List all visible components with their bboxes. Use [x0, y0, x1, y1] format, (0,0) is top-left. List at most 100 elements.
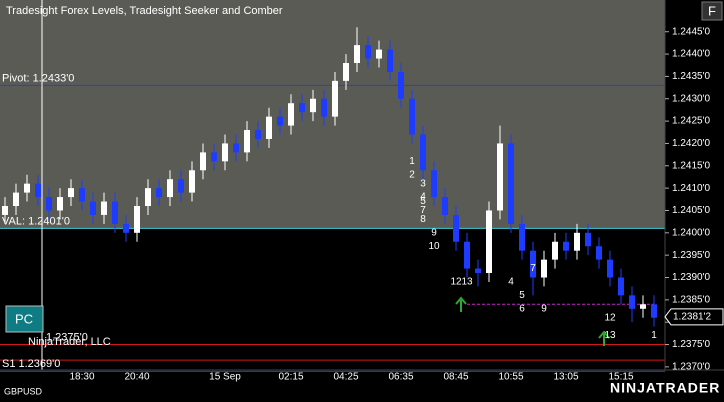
candle-body	[101, 201, 107, 215]
candle-body	[299, 103, 305, 113]
y-tick-label: 1.2415'0	[672, 160, 710, 171]
y-tick-label: 1.2440'0	[672, 49, 710, 60]
candle-body	[68, 188, 74, 198]
y-tick-label: 1.2375'0	[672, 339, 710, 350]
candle-body	[431, 170, 437, 198]
candle-body	[46, 197, 52, 211]
candle-body	[332, 80, 338, 117]
candle-body	[442, 197, 448, 215]
x-tick-label: 13:05	[553, 372, 578, 383]
count-label: 13	[604, 330, 616, 341]
candle-body	[244, 130, 250, 153]
chart-title: Tradesight Forex Levels, Tradesight Seek…	[6, 5, 283, 17]
candle-body	[277, 116, 283, 126]
candle-body	[365, 45, 371, 59]
candle-body	[409, 98, 415, 135]
watermark: NINJATRADER	[610, 380, 720, 396]
candle-body	[607, 259, 613, 278]
y-tick-label: 1.2395'0	[672, 250, 710, 261]
f-label[interactable]: F	[708, 3, 716, 18]
candle-body	[486, 210, 492, 274]
candle-body	[233, 143, 239, 153]
level-label: 1.2375'0	[46, 331, 88, 343]
candle-body	[79, 188, 85, 202]
candle-body	[552, 241, 558, 260]
x-tick-label: 08:45	[443, 372, 468, 383]
candle-body	[310, 98, 316, 113]
candle-body	[134, 206, 140, 233]
y-tick-label: 1.2410'0	[672, 183, 710, 194]
count-label: 4	[508, 277, 514, 288]
candle-body	[618, 277, 624, 296]
candle-body	[596, 246, 602, 260]
y-tick-label: 1.2430'0	[672, 93, 710, 104]
count-label: 1	[651, 330, 657, 341]
count-label: 3	[420, 178, 426, 189]
level-label: VAL: 1.2401'0	[2, 215, 70, 227]
y-tick-label: 1.2435'0	[672, 71, 710, 82]
x-tick-label: 20:40	[124, 372, 149, 383]
candle-body	[167, 179, 173, 198]
x-tick-label: 04:25	[333, 372, 358, 383]
x-tick-label: 02:15	[278, 372, 303, 383]
candle-body	[189, 170, 195, 193]
candle-body	[497, 143, 503, 211]
candle-body	[574, 232, 580, 251]
candle-body	[343, 63, 349, 81]
candle-body	[200, 152, 206, 171]
count-label: 5	[519, 290, 525, 301]
candle-body	[640, 304, 646, 309]
candle-body	[464, 241, 470, 269]
y-tick-label: 1.2370'0	[672, 362, 710, 373]
candle-body	[222, 143, 228, 162]
y-tick-label: 1.2385'0	[672, 294, 710, 305]
candle-body	[475, 268, 481, 274]
candle-body	[519, 223, 525, 251]
last-price-label: 1.2381'2	[673, 311, 711, 322]
candle-body	[2, 206, 8, 215]
count-label: 7	[530, 263, 536, 274]
level-label: S1 1.2369'0	[2, 358, 60, 370]
count-label: 10	[428, 241, 440, 252]
pc-label[interactable]: PC	[15, 311, 33, 326]
x-tick-label: 10:55	[498, 372, 523, 383]
symbol: GBPUSD	[4, 386, 43, 396]
count-label: 9	[431, 227, 437, 238]
candle-body	[354, 45, 360, 64]
candle-body	[178, 179, 184, 193]
candle-body	[145, 188, 151, 207]
count-label: 13	[461, 277, 473, 288]
count-label: 8	[420, 214, 426, 225]
count-label: 1	[409, 156, 415, 167]
candle-body	[651, 304, 657, 318]
count-label: 12	[604, 312, 616, 323]
count-label: 5	[420, 196, 426, 207]
y-tick-label: 1.2425'0	[672, 116, 710, 127]
candle-body	[563, 241, 569, 251]
x-tick-label: 18:30	[69, 372, 94, 383]
y-tick-label: 1.2405'0	[672, 205, 710, 216]
f-button[interactable]	[701, 1, 723, 21]
count-label: 6	[519, 303, 525, 314]
candle-body	[541, 259, 547, 278]
count-label: 7	[420, 205, 426, 216]
candle-body	[266, 116, 272, 139]
y-tick-label: 1.2420'0	[672, 138, 710, 149]
level-label: Pivot: 1.2433'0	[2, 72, 74, 84]
last-price-box	[664, 308, 724, 326]
candle-body	[376, 49, 382, 59]
candle-body	[123, 223, 129, 233]
candle-body	[13, 192, 19, 207]
pc-button[interactable]	[5, 305, 44, 333]
x-tick-label: 15 Sep	[209, 372, 241, 383]
x-tick-label: 06:35	[388, 372, 413, 383]
candle-body	[508, 143, 514, 224]
arrow-up	[455, 296, 467, 312]
count-label: 4	[420, 192, 426, 203]
count-label: 2	[409, 169, 415, 180]
candle-body	[255, 130, 261, 139]
y-tick-label: 1.2400'0	[672, 227, 710, 238]
candle-body	[585, 232, 591, 247]
y-tick-label: 1.2445'0	[672, 26, 710, 37]
